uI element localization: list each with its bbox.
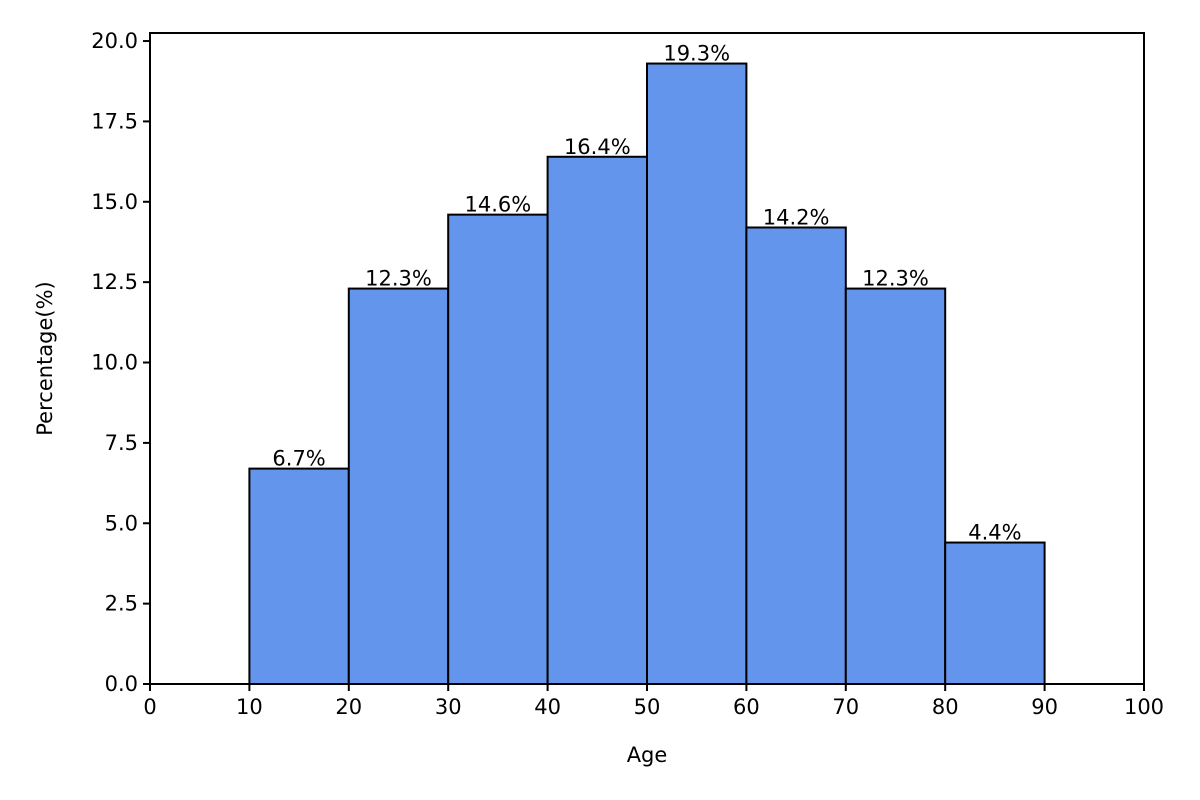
x-tick-label: 20 [335,695,362,719]
y-tick-label: 2.5 [105,592,138,616]
bars-group [248,62,1046,686]
y-tick-label: 0.0 [105,672,138,696]
x-axis-ticks: 0 10 20 30 40 50 60 70 80 90 100 [143,684,1164,719]
y-tick-label: 5.0 [105,511,138,535]
bar-value-label: 12.3% [365,267,432,291]
y-tick-label: 17.5 [91,109,138,133]
histogram-bar [646,62,748,686]
bar-value-label: 4.4% [968,521,1021,545]
x-tick-label: 80 [932,695,959,719]
x-tick-label: 50 [634,695,661,719]
x-tick-label: 30 [435,695,462,719]
histogram-bar [546,155,648,685]
bar-value-label: 14.2% [763,205,830,229]
histogram-bar [745,226,847,685]
x-tick-label: 90 [1031,695,1058,719]
histogram-bar [944,541,1046,686]
histogram-bar [844,287,947,685]
x-tick-label: 10 [236,695,263,719]
x-axis-label: Age [627,743,668,767]
bar-value-label: 19.3% [663,42,730,66]
y-tick-label: 20.0 [91,29,138,53]
histogram-bar [447,213,549,686]
y-axis-label: Percentage(%) [33,281,57,435]
x-tick-label: 70 [832,695,859,719]
x-tick-label: 60 [733,695,760,719]
x-tick-label: 40 [534,695,561,719]
histogram-bar [248,467,350,686]
y-tick-label: 7.5 [105,431,138,455]
bar-value-label: 6.7% [272,447,325,471]
histogram-bar [347,287,450,685]
bar-value-label: 12.3% [862,267,929,291]
y-tick-label: 12.5 [91,270,138,294]
x-tick-label: 0 [143,695,156,719]
bar-value-label: 14.6% [465,193,532,217]
bar-value-label: 16.4% [564,135,631,159]
y-axis-ticks: 0.0 2.5 5.0 7.5 10.0 12.5 15.0 17.5 20.0 [91,29,150,696]
x-tick-label: 100 [1124,695,1164,719]
y-tick-label: 10.0 [91,351,138,375]
bar-labels-group: 6.7% 12.3% 14.6% 16.4% 19.3% 14.2% 12.3% 4.4% [272,42,1021,545]
y-tick-label: 15.0 [91,190,138,214]
